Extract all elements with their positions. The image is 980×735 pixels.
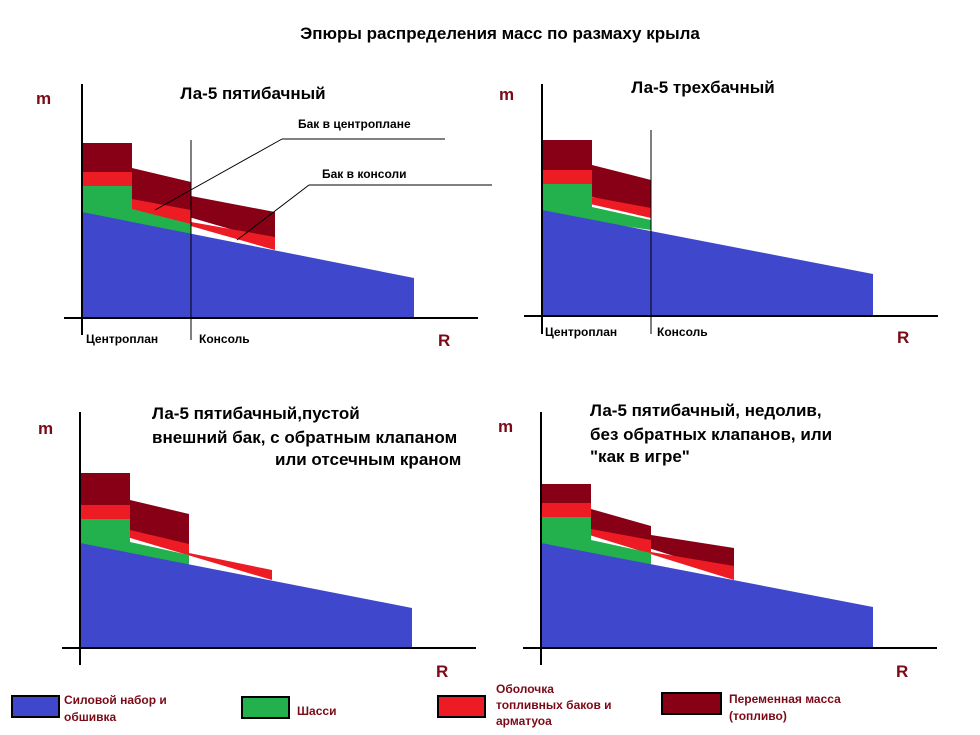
legend-label-line-2: обшивка bbox=[64, 710, 117, 724]
x-axis-label: R bbox=[897, 328, 909, 347]
panel-five-tank-underfill: Ла-5 пятибачный, недолив, без обратных к… bbox=[498, 401, 937, 681]
x-axis-label: R bbox=[436, 662, 448, 681]
panel-title-line-1: Ла-5 пятибачный,пустой bbox=[152, 404, 360, 423]
legend-label-line-1: Оболочка bbox=[496, 682, 554, 696]
panel-title-line-3: или отсечным краном bbox=[275, 450, 461, 469]
panel-title: Ла-5 пятибачный bbox=[180, 84, 325, 103]
panel-title: Ла-5 трехбачный bbox=[631, 78, 774, 97]
legend-item-tank-shell: Оболочка топливных баков и арматуоа bbox=[437, 682, 612, 728]
panel-five-tank: Ла-5 пятибачный m R Центроплан Консоль Б… bbox=[36, 84, 492, 350]
y-axis-label: m bbox=[38, 419, 53, 438]
zone-label-center-section: Центроплан bbox=[86, 332, 158, 346]
y-axis-label: m bbox=[498, 417, 513, 436]
figure-title: Эпюры распределения масс по размаху крыл… bbox=[300, 24, 700, 43]
fuel-area bbox=[82, 143, 275, 242]
landing-gear-area bbox=[80, 519, 189, 566]
panel-title-line-2: внешний бак, с обратным клапаном bbox=[152, 428, 457, 447]
tank-shell-area bbox=[542, 170, 651, 218]
panel-title-line-1: Ла-5 пятибачный, недолив, bbox=[590, 401, 822, 420]
structure-area bbox=[541, 543, 873, 648]
y-axis-label: m bbox=[36, 89, 51, 108]
legend-label-line-1: Шасси bbox=[297, 704, 336, 718]
legend-label-line-3: арматуоа bbox=[496, 714, 552, 728]
landing-gear-area bbox=[541, 517, 651, 567]
panel-title-line-2: без обратных клапанов, или bbox=[590, 425, 832, 444]
y-axis-label: m bbox=[499, 85, 514, 104]
x-axis-label: R bbox=[438, 331, 450, 350]
legend-label-line-1: Переменная масса bbox=[729, 692, 841, 706]
panel-title-line-3: "как в игре" bbox=[590, 447, 690, 466]
legend-swatch bbox=[11, 695, 60, 718]
legend: Силовой набор и обшивка Шасси Оболочка т… bbox=[11, 682, 841, 728]
structure-area bbox=[542, 210, 873, 316]
legend-item-landing-gear: Шасси bbox=[241, 696, 336, 719]
legend-item-structure: Силовой набор и обшивка bbox=[11, 693, 167, 724]
legend-swatch bbox=[661, 692, 722, 715]
zone-label-outer-wing: Консоль bbox=[199, 332, 250, 346]
legend-label-line-2: топливных баков и bbox=[496, 698, 612, 712]
structure-area bbox=[82, 212, 414, 318]
legend-label-line-2: (топливо) bbox=[729, 709, 787, 723]
legend-label-line-1: Силовой набор и bbox=[64, 693, 167, 707]
legend-swatch bbox=[437, 695, 486, 718]
x-axis-label: R bbox=[896, 662, 908, 681]
zone-label-outer-wing: Консоль bbox=[657, 325, 708, 339]
legend-swatch bbox=[241, 696, 290, 719]
annotation-outer-tank: Бак в консоли bbox=[322, 167, 406, 181]
leader-line-center-tank bbox=[154, 138, 283, 211]
landing-gear-area bbox=[542, 184, 651, 230]
fuel-area bbox=[80, 473, 189, 548]
landing-gear-area bbox=[82, 186, 191, 240]
zone-label-center-section: Центроплан bbox=[545, 325, 617, 339]
fuel-area bbox=[542, 140, 651, 213]
panel-five-tank-empty-outer: Ла-5 пятибачный,пустой внешний бак, с об… bbox=[38, 404, 476, 681]
annotation-center-tank: Бак в центроплане bbox=[298, 117, 411, 131]
leader-line-outer-tank bbox=[236, 184, 310, 241]
panel-three-tank: Ла-5 трехбачный m R Центроплан Консоль bbox=[499, 78, 938, 347]
legend-item-fuel: Переменная масса (топливо) bbox=[661, 692, 841, 723]
structure-area bbox=[80, 543, 412, 648]
